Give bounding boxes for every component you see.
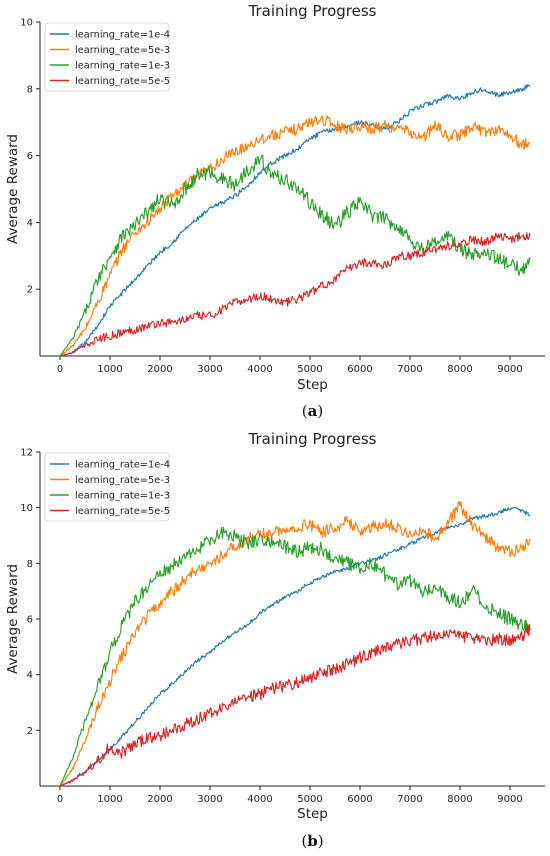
x-tick-label: 2000 (147, 364, 172, 375)
x-tick-label: 1000 (97, 794, 122, 805)
chart-panel-b: Training Progress 0 1000 2000 3000 4000 5000 60… (5, 430, 545, 850)
legend-label: learning_rate=5e-5 (75, 506, 170, 517)
x-tick-label: 0 (57, 364, 63, 375)
panel-caption-letter: a (308, 402, 318, 420)
y-tick-label: 2 (27, 285, 33, 296)
y-tick-label: 4 (27, 218, 33, 229)
x-tick-label: 7000 (397, 364, 422, 375)
panel-caption: (a) (302, 402, 323, 420)
legend-box (44, 22, 170, 92)
x-tick-label: 9000 (497, 794, 522, 805)
y-tick-label: 12 (20, 448, 33, 459)
y-tick-label: 4 (27, 670, 33, 681)
legend-label: learning_rate=1e-3 (75, 491, 170, 502)
x-tick-label: 3000 (197, 794, 222, 805)
y-tick-label: 6 (27, 615, 33, 626)
x-tick-label: 0 (57, 794, 63, 805)
x-tick-label: 3000 (197, 364, 222, 375)
series-line-0 (59, 84, 531, 357)
x-tick-label: 1000 (97, 364, 122, 375)
series-line-3 (59, 231, 531, 357)
x-tick-label: 4000 (247, 364, 272, 375)
legend-label: learning_rate=5e-3 (75, 475, 170, 486)
y-tick-label: 8 (27, 84, 33, 95)
legend-label: learning_rate=5e-3 (75, 45, 170, 56)
series-line-1 (59, 500, 531, 787)
chart-title: Training Progress (248, 430, 377, 448)
chart-panel-a: Training Progress 0 1000 2000 3000 4000 5000 60… (5, 2, 545, 420)
x-tick-label: 8000 (447, 364, 472, 375)
x-tick-label: 6000 (347, 794, 372, 805)
x-tick-label: 2000 (147, 794, 172, 805)
series-line-2 (59, 154, 531, 357)
x-axis-label: Step (297, 377, 328, 393)
panel-caption: (b) (301, 832, 323, 850)
legend-label: learning_rate=1e-4 (75, 30, 170, 41)
y-axis-label: Average Reward (5, 134, 21, 244)
legend-box (44, 452, 170, 522)
y-tick-label: 2 (27, 726, 33, 737)
x-tick-label: 8000 (447, 794, 472, 805)
y-axis-label: Average Reward (5, 564, 21, 674)
legend-label: learning_rate=1e-4 (75, 460, 170, 471)
series-line-1 (59, 115, 531, 357)
x-axis-label: Step (297, 806, 328, 822)
x-tick-label: 9000 (497, 364, 522, 375)
x-tick-label: 5000 (297, 364, 322, 375)
series-line-0 (59, 506, 531, 787)
chart-title: Training Progress (248, 2, 377, 20)
x-tick-label: 4000 (247, 794, 272, 805)
y-tick-label: 10 (20, 503, 33, 514)
y-tick-label: 10 (20, 18, 33, 29)
legend: learning_rate=1e-4 learning_rate=5e-3lear… (44, 452, 170, 522)
panel-caption-letter: b (307, 832, 318, 850)
series-line-3 (59, 624, 531, 787)
legend: learning_rate=1e-4 learning_rate=5e-3lear… (44, 22, 170, 92)
x-tick-label: 5000 (297, 794, 322, 805)
y-tick-label: 6 (27, 151, 33, 162)
x-tick-label: 6000 (347, 364, 372, 375)
y-tick-label: 8 (27, 559, 33, 570)
legend-label: learning_rate=1e-3 (75, 61, 170, 72)
x-tick-label: 7000 (397, 794, 422, 805)
series-line-2 (59, 526, 531, 787)
legend-label: learning_rate=5e-5 (75, 76, 170, 87)
